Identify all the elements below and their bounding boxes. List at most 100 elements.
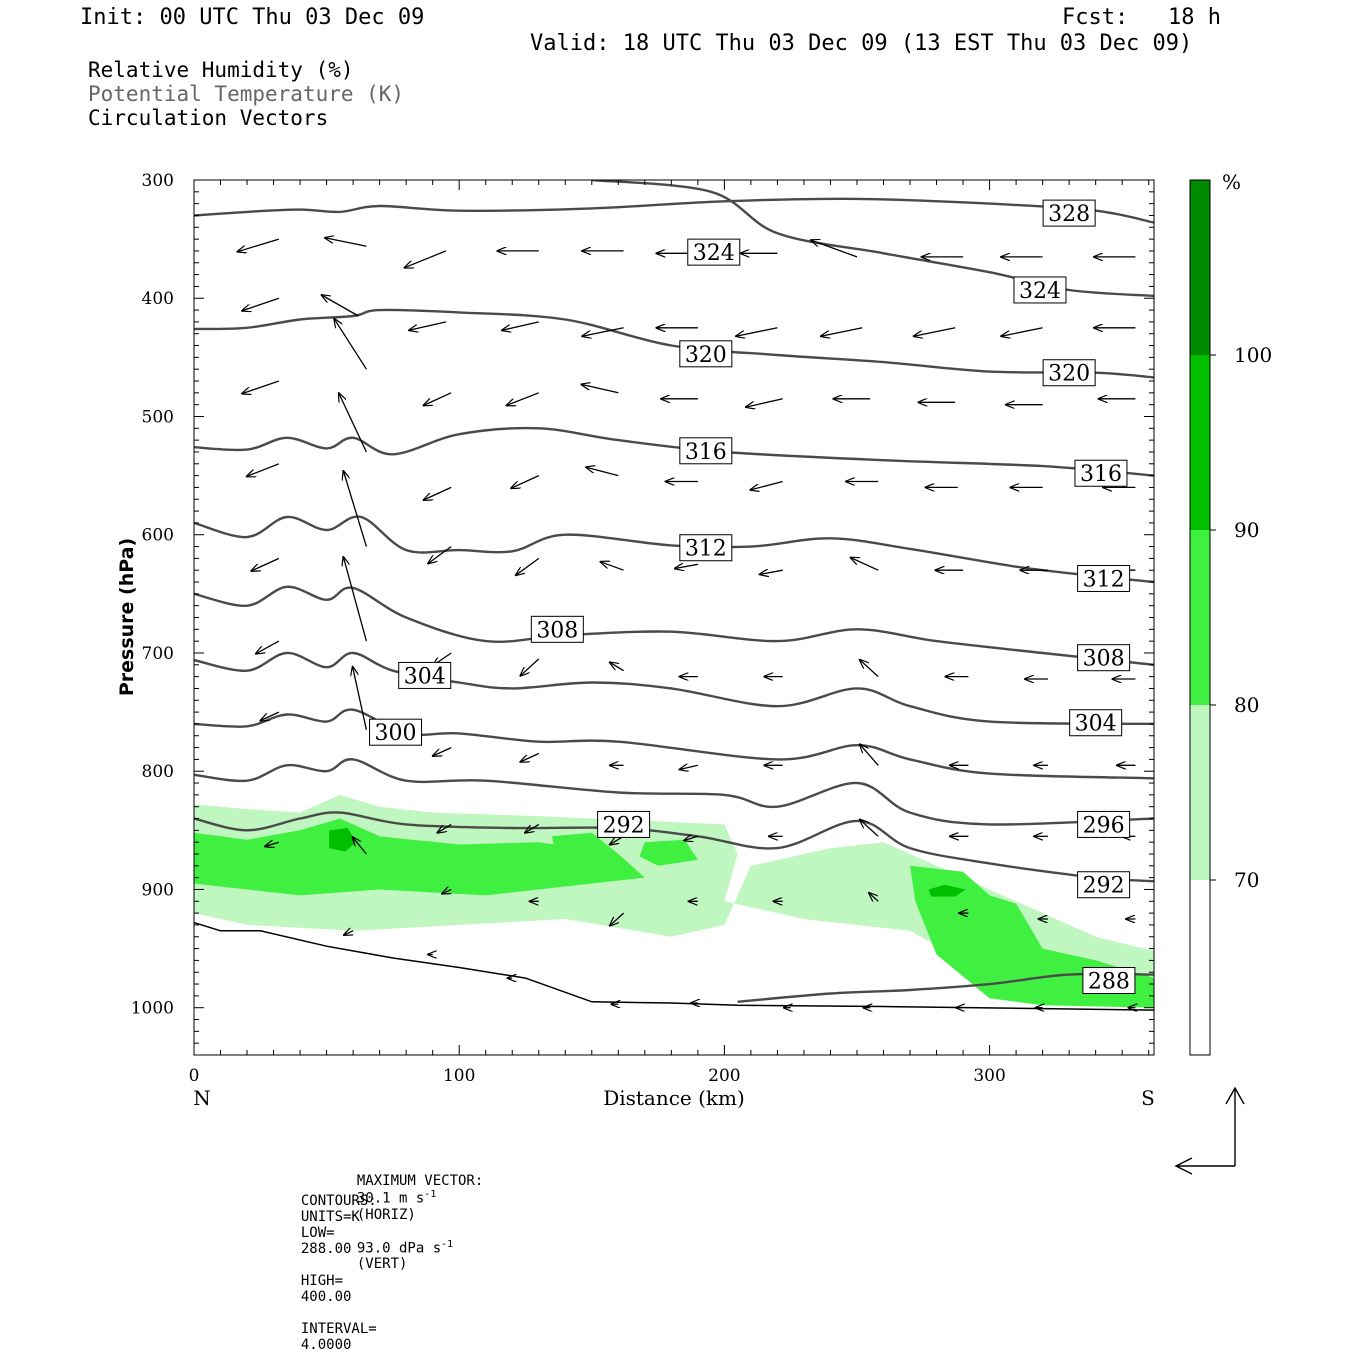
contour-label-text: 328 (1048, 202, 1090, 227)
contour-label-text: 300 (375, 721, 417, 746)
valid-time: Valid: 18 UTC Thu 03 Dec 09 (13 EST Thu … (530, 31, 1193, 56)
circulation-vector-59 (610, 662, 624, 672)
x-tick-label: 300 (973, 1066, 1005, 1086)
y-tick-label: 800 (142, 762, 174, 782)
circulation-vector-28 (746, 398, 783, 407)
footer-contours: CONTOURS: UNITS=K LOW= 288.00 HIGH= 400.… (284, 1177, 377, 1353)
max-vector-vert-exp: -1 (441, 1238, 454, 1250)
colorbar-level-label: 90 (1234, 518, 1259, 542)
contours-label: CONTOURS: (300, 1193, 377, 1209)
contour-label-292-15: 292 (597, 810, 651, 838)
contours-interval: 4.0000 (300, 1337, 352, 1353)
circulation-vector-15 (582, 327, 624, 336)
cross-section-chart: 3283243243203203163163123123083083043043… (116, 170, 1272, 1175)
contours-interval-label: INTERVAL= (300, 1321, 377, 1337)
circulation-vector-66 (261, 711, 280, 720)
contour-label-text: 308 (1083, 647, 1125, 672)
contour-label-text: 324 (1019, 279, 1061, 304)
contour-label-box (1077, 871, 1131, 899)
circulation-vector-84 (860, 820, 879, 837)
colorbar-segment-2 (1190, 530, 1210, 705)
circulation-vector-12 (322, 295, 359, 317)
contour-label-text: 316 (685, 440, 727, 465)
contour-label-288-17: 288 (1082, 967, 1136, 995)
contour-label-text: 304 (404, 664, 446, 689)
circulation-vector-14 (502, 321, 539, 330)
circulation-vector-7 (811, 240, 858, 258)
circulation-vector-88 (442, 890, 451, 894)
circulation-vector-13 (409, 321, 447, 330)
circulation-vector-17 (736, 327, 778, 336)
terrain-profile (194, 921, 1154, 1011)
contour-label-box (597, 810, 651, 838)
contour-label-316-6: 316 (1074, 459, 1128, 487)
theta-contour-320-3 (194, 308, 1154, 379)
contour-label-324-2: 324 (1013, 276, 1067, 304)
contours-low: 288.00 (300, 1241, 352, 1257)
y-axis-label: Pressure (hPa) (116, 538, 138, 696)
contour-label-box (679, 340, 733, 368)
circulation-vector-80 (525, 823, 540, 832)
colorbar: 70 80 90 100 (1189, 179, 1272, 1056)
contour-label-308-9: 308 (530, 615, 584, 643)
vector-scale-icon (1174, 1086, 1245, 1175)
circulation-vector-51 (851, 558, 879, 571)
circulation-vector-47 (516, 557, 540, 575)
circulation-vector-73 (860, 744, 879, 766)
circulation-vector-67 (353, 667, 368, 730)
relative-humidity-fill (194, 794, 1154, 1008)
circulation-vector-78 (353, 837, 367, 855)
contour-label-text: 316 (1080, 462, 1122, 487)
x-end-label-south: S (1141, 1086, 1155, 1110)
circulation-vector-23 (334, 319, 367, 370)
terrain-line (194, 921, 1154, 1011)
contour-label-box (1082, 967, 1136, 995)
circulation-vector-39 (751, 480, 783, 490)
rh-region-80-90-1 (194, 818, 645, 896)
colorbar-segment-4 (1190, 180, 1210, 355)
contour-label-320-4: 320 (1042, 359, 1096, 387)
colorbar-frame (1189, 179, 1211, 1056)
theta-contour-328-0 (194, 197, 1154, 224)
circulation-vector-1 (325, 238, 367, 247)
theta-contour-316-5 (194, 426, 1154, 477)
contour-label-box (1042, 359, 1096, 387)
theta-contour-292-15 (194, 811, 1154, 883)
y-tick-label: 600 (142, 526, 174, 546)
colorbar-level-label: 70 (1234, 868, 1259, 892)
x-axis-label: Distance (km) (603, 1086, 745, 1110)
circulation-vector-93 (869, 893, 879, 901)
contour-label-text: 324 (693, 241, 735, 266)
circulation-vector-90 (610, 912, 625, 926)
circulation-vector-37 (586, 467, 619, 477)
contours-high-label: HIGH= (300, 1273, 344, 1289)
circulation-vector-2 (405, 250, 447, 268)
contour-label-text: 308 (536, 618, 578, 643)
x-tick-label: 200 (708, 1066, 740, 1086)
contour-labels: 328 324 324 320 320 316 316 312 312 308 308 304 304 3… (369, 199, 1136, 995)
contours-units: UNITS=K (300, 1209, 360, 1225)
colorbar-level-label: 100 (1234, 343, 1272, 367)
contour-label-box (530, 615, 584, 643)
max-vector-horiz-exp: -1 (424, 1189, 437, 1200)
circulation-vector-68 (433, 747, 452, 756)
contour-label-box (1077, 644, 1131, 672)
x-tick-label: 0 (189, 1066, 200, 1086)
x-tick-label: 100 (443, 1066, 475, 1086)
contours-high: 400.00 (300, 1289, 352, 1305)
max-vector-label: MAXIMUM VECTOR: (356, 1173, 484, 1189)
circulation-vector-33 (247, 463, 280, 477)
y-tick-label: 700 (142, 644, 174, 664)
contour-label-box (1042, 199, 1096, 227)
circulation-vector-46 (428, 546, 452, 564)
contour-label-316-5: 316 (679, 437, 733, 465)
theta-contour-300-13 (194, 708, 1154, 780)
circulation-vector-69 (520, 752, 540, 762)
y-tick-label: 900 (142, 880, 174, 900)
y-tick-label: 300 (142, 171, 174, 191)
contour-label-box (1077, 564, 1131, 592)
contour-label-text: 304 (1075, 712, 1117, 737)
contour-label-304-11: 304 (398, 661, 452, 689)
colorbar-segment-3 (1190, 355, 1210, 530)
circulation-vector-11 (242, 297, 280, 311)
